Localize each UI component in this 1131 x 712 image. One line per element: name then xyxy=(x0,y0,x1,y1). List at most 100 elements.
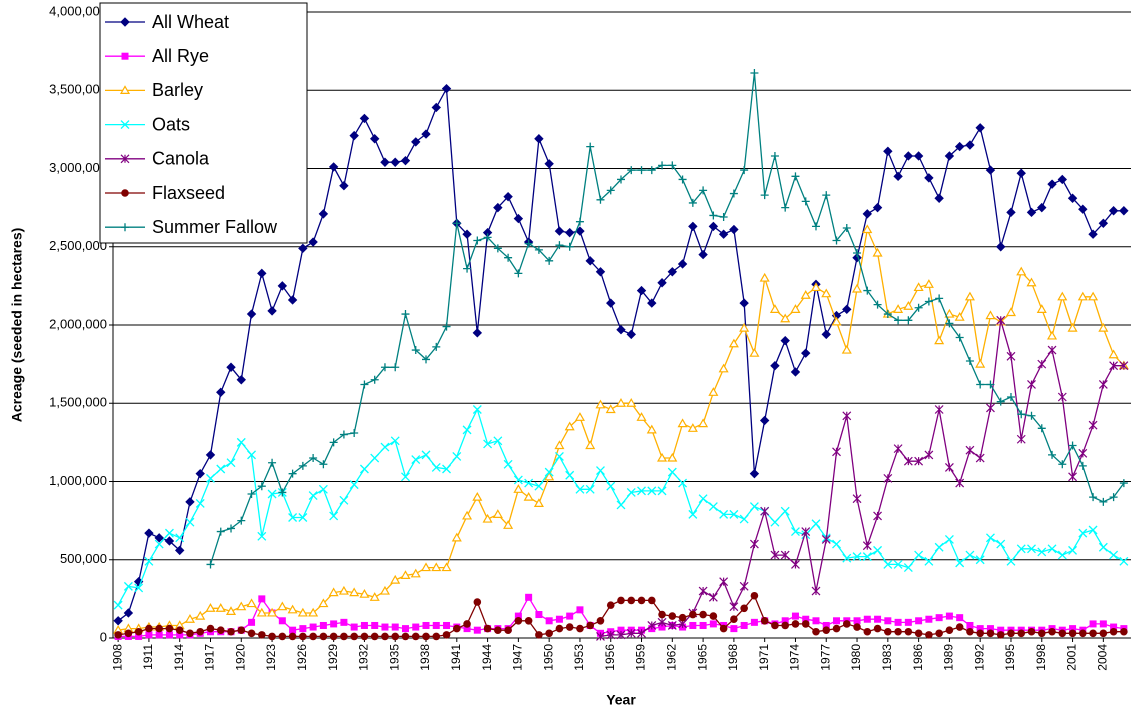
marker xyxy=(123,608,134,618)
marker xyxy=(1047,544,1057,554)
marker xyxy=(585,256,595,266)
marker xyxy=(986,625,994,633)
marker xyxy=(935,614,943,622)
marker xyxy=(370,632,379,641)
marker xyxy=(728,338,739,348)
x-tick-label: 1989 xyxy=(942,644,956,671)
marker xyxy=(328,162,339,172)
marker xyxy=(267,306,277,316)
marker xyxy=(175,533,185,543)
marker xyxy=(740,166,749,175)
marker xyxy=(246,598,257,608)
marker xyxy=(873,624,882,633)
marker xyxy=(626,628,636,638)
marker xyxy=(801,620,810,628)
marker xyxy=(432,621,440,629)
marker xyxy=(298,243,308,254)
marker xyxy=(730,625,738,633)
marker xyxy=(349,130,359,141)
marker xyxy=(627,166,636,175)
marker xyxy=(287,295,298,305)
marker xyxy=(862,552,872,562)
marker xyxy=(791,620,800,628)
marker xyxy=(463,625,471,633)
marker xyxy=(483,233,492,242)
marker xyxy=(985,533,995,543)
legend-label: Flaxseed xyxy=(152,183,225,203)
marker xyxy=(411,137,421,147)
marker xyxy=(821,329,831,340)
marker xyxy=(770,517,780,527)
marker xyxy=(174,545,185,556)
marker xyxy=(658,610,666,619)
y-tick-label: 500,000 xyxy=(60,551,107,566)
marker xyxy=(257,268,267,279)
marker xyxy=(1099,497,1108,506)
marker xyxy=(1058,460,1067,469)
marker xyxy=(699,186,708,195)
marker xyxy=(606,298,616,308)
marker xyxy=(699,610,707,619)
marker xyxy=(380,442,390,452)
marker xyxy=(811,586,821,596)
marker xyxy=(565,623,574,631)
marker xyxy=(698,586,708,596)
marker xyxy=(381,623,389,631)
marker xyxy=(1078,528,1088,538)
marker xyxy=(340,618,348,626)
marker xyxy=(503,520,514,529)
marker xyxy=(904,618,912,626)
y-tick-label: 3,500,000 xyxy=(49,82,107,97)
marker xyxy=(195,468,205,479)
marker xyxy=(770,360,780,371)
marker xyxy=(422,621,430,629)
marker xyxy=(863,615,871,623)
marker xyxy=(432,342,441,351)
marker xyxy=(288,632,297,641)
marker xyxy=(483,439,493,449)
marker xyxy=(513,213,524,224)
marker xyxy=(976,629,984,638)
marker xyxy=(1120,627,1128,636)
marker xyxy=(1078,448,1088,458)
marker xyxy=(1119,361,1129,371)
marker xyxy=(544,467,554,477)
marker xyxy=(986,380,995,389)
marker xyxy=(1027,380,1036,389)
marker xyxy=(483,624,492,633)
marker xyxy=(955,558,965,568)
marker xyxy=(185,497,195,507)
marker xyxy=(708,502,718,511)
marker xyxy=(350,428,359,437)
marker xyxy=(709,211,718,220)
marker xyxy=(121,223,129,232)
marker xyxy=(585,484,595,494)
marker xyxy=(288,513,298,522)
y-tick-label: 4,000,000 xyxy=(49,3,107,18)
marker xyxy=(739,581,749,591)
y-axis-title: Acreage (seeded in hectares) xyxy=(9,228,25,423)
y-tick-label: 3,000,000 xyxy=(49,160,107,175)
marker xyxy=(1108,206,1119,216)
marker xyxy=(503,459,513,469)
marker xyxy=(329,632,338,641)
marker xyxy=(853,249,862,258)
marker xyxy=(1098,380,1108,389)
marker xyxy=(176,631,184,639)
marker xyxy=(811,222,820,231)
marker xyxy=(1078,204,1088,214)
marker xyxy=(1068,472,1077,482)
marker xyxy=(740,621,748,629)
y-tick-label: 2,000,000 xyxy=(49,316,107,331)
marker xyxy=(227,524,236,533)
marker xyxy=(205,603,216,612)
marker xyxy=(514,616,523,625)
x-tick-label: 1926 xyxy=(295,644,309,671)
marker xyxy=(718,363,729,373)
marker xyxy=(338,585,349,595)
marker xyxy=(842,223,851,232)
marker xyxy=(678,478,688,488)
marker xyxy=(513,475,523,485)
marker xyxy=(258,631,266,639)
marker xyxy=(975,555,985,565)
